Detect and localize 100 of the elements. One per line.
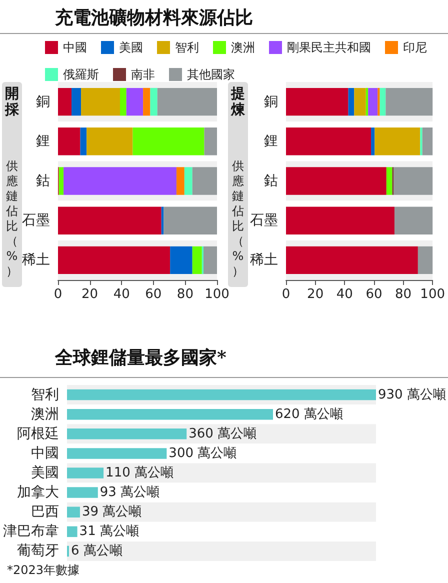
bar	[157, 88, 217, 116]
data-label: 31 萬公噸	[79, 524, 139, 540]
y-axis-title: 供應鏈佔比（%）	[232, 159, 244, 279]
y-tick-label: 石墨	[250, 212, 278, 229]
chart-title: 全球鋰儲量最多國家*	[54, 348, 227, 368]
x-tick-label: 80	[395, 287, 412, 302]
bar	[67, 506, 80, 518]
x-tick-label: 100	[420, 287, 446, 302]
x-tick-label: 60	[145, 287, 162, 302]
x-tick-label: 20	[82, 287, 98, 302]
bar	[354, 88, 366, 116]
bar	[67, 526, 78, 538]
bar	[366, 88, 368, 116]
x-tick-label: 80	[176, 287, 194, 302]
bar	[418, 246, 433, 274]
bar	[176, 167, 184, 195]
bar	[192, 167, 217, 195]
x-tick-label: 0	[54, 287, 62, 302]
bar	[204, 128, 217, 156]
x-tick-label: 40	[336, 287, 353, 302]
bar	[422, 128, 433, 156]
legend-label: 智利	[175, 40, 199, 54]
bar	[72, 88, 82, 116]
legend-label: 美國	[119, 40, 143, 54]
bar	[286, 128, 372, 156]
bar	[58, 206, 162, 234]
data-label: 930 萬公噸	[378, 387, 446, 402]
x-tick-label: 40	[113, 287, 130, 302]
y-tick-label: 鈷	[36, 173, 50, 189]
y-tick-label: 石墨	[22, 212, 50, 229]
bar	[58, 128, 80, 156]
y-tick-label: 加拿大	[17, 484, 59, 501]
bar	[67, 428, 187, 440]
bar	[368, 88, 378, 116]
bar	[394, 167, 433, 195]
y-axis-title: 供應鏈佔比（%）	[6, 159, 18, 279]
bar	[80, 128, 87, 156]
bar	[67, 487, 98, 498]
y-tick-label: 美國	[31, 465, 59, 481]
bar	[143, 88, 150, 116]
text: 提煉	[231, 86, 245, 118]
bar	[192, 246, 202, 274]
x-tick-label: 0	[282, 287, 290, 302]
bar	[58, 246, 170, 274]
legend-label: 中國	[63, 40, 87, 54]
data-label: 360 萬公噸	[188, 426, 257, 442]
y-tick-label: 澳洲	[31, 406, 59, 422]
y-tick-label: 稀土	[22, 252, 50, 268]
bar	[394, 206, 433, 234]
y-tick-label: 稀土	[250, 252, 278, 268]
bar	[170, 246, 192, 274]
y-tick-label: 銅	[264, 94, 278, 110]
bar	[58, 167, 64, 195]
bar	[126, 88, 144, 116]
y-tick-label: 阿根廷	[17, 426, 59, 442]
bar	[184, 167, 192, 195]
bar	[348, 88, 354, 116]
y-tick-label: 鈷	[264, 173, 278, 189]
bar	[380, 88, 386, 116]
bar	[67, 408, 273, 420]
y-tick-label: 智利	[31, 386, 59, 403]
bar	[132, 128, 204, 156]
data-label: 620 萬公噸	[275, 406, 343, 422]
legend-label: 其他國家	[187, 68, 235, 82]
data-label: 300 萬公噸	[168, 446, 237, 461]
bar	[86, 128, 133, 156]
y-tick-label: 葡萄牙	[17, 543, 59, 560]
y-tick-label: 鋰	[264, 133, 278, 150]
data-label: 6 萬公噸	[70, 544, 122, 559]
y-tick-label: 中國	[31, 445, 59, 462]
data-label: 93 萬公噸	[100, 485, 160, 500]
bar	[203, 246, 217, 274]
bar	[374, 128, 420, 156]
bar	[58, 88, 72, 116]
text: 開採	[5, 86, 19, 118]
bar	[81, 88, 120, 116]
x-tick-label: 100	[204, 287, 230, 302]
chart-title: 充電池礦物材料來源佔比	[54, 8, 253, 28]
x-tick-label: 20	[307, 287, 324, 302]
y-tick-label: 銅	[36, 94, 50, 110]
bar	[67, 468, 104, 478]
y-tick-label: 巴西	[31, 504, 59, 520]
legend-label: 澳洲	[231, 40, 255, 54]
bar	[164, 206, 217, 234]
x-tick-label: 60	[366, 287, 382, 302]
legend-label: 印尼	[403, 40, 427, 54]
legend-label: 俄羅斯	[63, 68, 99, 82]
bar	[150, 88, 158, 116]
legend-label: 南非	[131, 68, 155, 82]
bar	[286, 206, 394, 234]
text: *2023年數據	[7, 563, 80, 577]
bar	[371, 128, 375, 156]
legend-label: 剛果民主共和國	[287, 40, 371, 54]
y-tick-label: 津巴布韋	[3, 524, 59, 540]
bar	[64, 167, 176, 195]
bar	[120, 88, 126, 116]
bar	[286, 167, 386, 195]
y-tick-label: 鋰	[36, 133, 50, 150]
bar	[386, 167, 392, 195]
bar	[386, 88, 433, 116]
